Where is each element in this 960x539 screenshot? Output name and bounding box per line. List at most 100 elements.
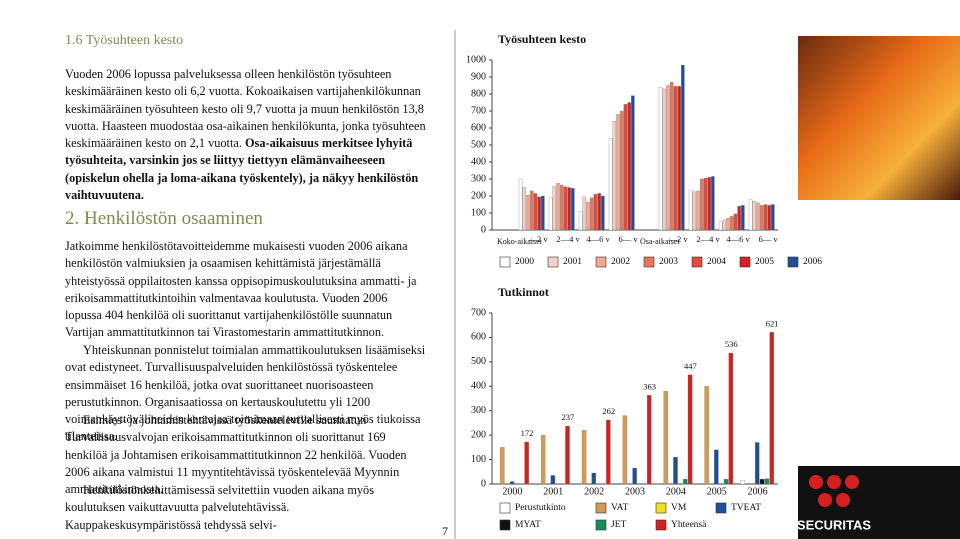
legend-label: 2004 [707,257,726,267]
bar [688,189,693,231]
data-label: 237 [561,412,574,422]
bar [589,197,594,231]
bar [722,219,727,231]
legend-swatch [595,519,607,531]
bar [764,478,770,485]
logo-dot [827,475,841,489]
x-tick-label: 2000 [502,486,522,497]
bar [646,395,652,485]
x-tick-label: —2 v [667,234,688,244]
bar [733,213,738,231]
chart-title: Työsuhteen kesto [498,32,586,46]
x-tick-label: 2005 [707,486,727,497]
legend-label: 2003 [659,257,678,267]
legend-swatch [655,502,667,514]
bar [714,449,719,485]
bar [666,85,670,231]
bar [759,205,764,231]
bar [763,204,768,231]
bar [616,114,620,231]
bar [552,186,557,231]
paragraph: Vuoden 2006 lopussa palveluksessa olleen… [65,66,427,204]
bar [537,196,541,231]
y-tick-label: 500 [471,139,486,150]
x-tick-label: 2—4 v [556,234,580,244]
heading: 1.6 Työsuhteen kesto [65,33,184,48]
text: Vuoden 2006 lopussa palveluksessa olleen… [65,67,426,151]
logo-dot [809,475,823,489]
legend-swatch [547,256,559,268]
legend-swatch [655,519,667,531]
legend-swatch [691,256,703,268]
bar [622,415,628,485]
bar [728,352,734,485]
bold-text: Osa-aikaisuus merkitsee lyhyitä työsuhte… [65,136,419,203]
y-tick-label: 1000 [466,54,486,65]
x-tick-label: 2006 [748,486,768,497]
y-tick-label: 500 [471,356,486,367]
logo-dot [818,493,832,507]
bar [737,206,741,231]
legend-label: JET [611,520,627,530]
y-tick-label: 400 [471,156,486,167]
logo-dot [836,493,850,507]
y-tick-label: 200 [471,429,486,440]
bar [687,374,693,485]
y-tick-label: 100 [471,207,486,218]
bar [771,204,775,231]
bar [582,196,587,231]
x-tick-label: 6— v [618,234,638,244]
legend-label: Perustutkinto [515,503,566,513]
bar [612,121,617,231]
y-tick-label: 700 [471,307,486,318]
bar [754,442,760,485]
bar [559,184,564,231]
legend-label: MYAT [515,520,541,530]
bar [556,183,560,231]
data-label: 621 [766,318,779,328]
bar [699,178,704,231]
bar [597,193,601,231]
bar [703,177,708,231]
bar [591,472,596,485]
bar [518,178,523,231]
logo-text: SECURITAS [797,517,871,532]
y-tick-label: 300 [471,173,486,184]
bar [526,194,530,231]
legend-swatch [595,502,607,514]
x-tick-label: —2 v [527,234,548,244]
bar [563,186,568,231]
x-tick-label: 2004 [666,486,686,497]
data-label: 262 [602,406,615,416]
group-label: Koko-aikaiset [497,237,543,246]
chart-title: Tutkinnot [498,285,549,299]
bar [533,193,538,231]
legend-swatch [499,256,511,268]
legend-label: 2006 [803,257,822,267]
bar [696,190,700,231]
y-tick-label: 700 [471,105,486,116]
legend-swatch [595,256,607,268]
bar [631,95,635,231]
bar [723,478,729,485]
y-tick-label: 300 [471,405,486,416]
y-tick-label: 800 [471,88,486,99]
bar [692,191,697,231]
x-tick-label: 6— v [758,234,778,244]
bar [718,221,723,231]
x-tick-label: 4—6 v [726,234,750,244]
bar [593,194,598,231]
bar [663,391,668,485]
paragraph: Jatkoimme henkilöstötavoitteidemme mukai… [65,239,417,340]
data-label: 172 [521,428,534,438]
bar [756,202,760,231]
legend-swatch [499,502,511,514]
bar [662,88,667,231]
legend-label: Yhteensä [671,520,707,530]
bar [619,110,624,231]
bar [567,187,571,231]
bar [565,425,570,485]
bar [673,86,678,231]
bar [606,419,611,485]
